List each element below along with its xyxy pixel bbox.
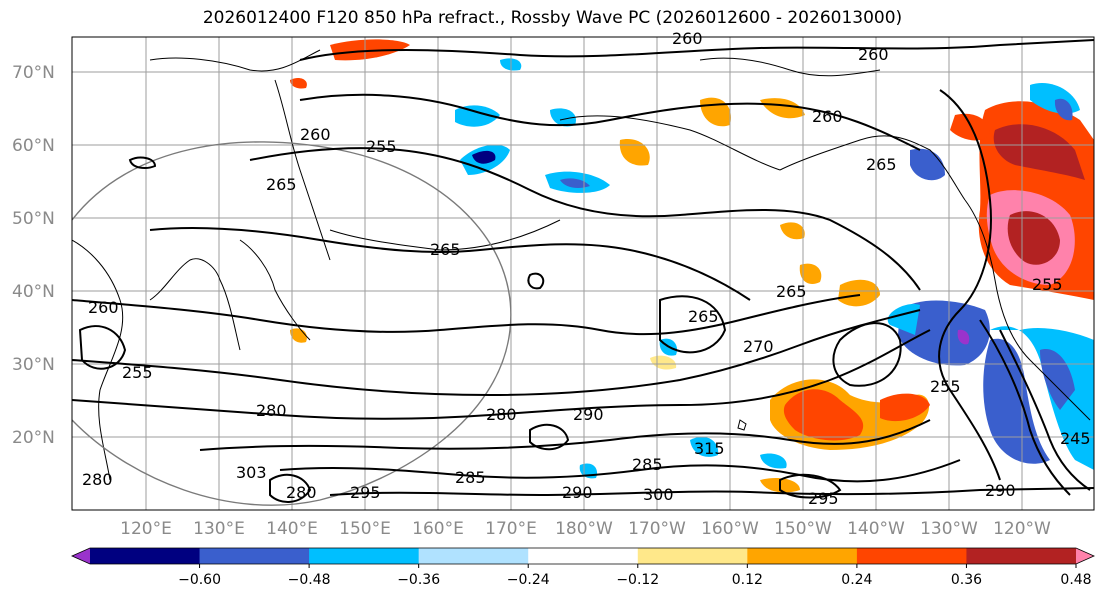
latitude-axis: 70°N 60°N 50°N 40°N 30°N 20°N (12, 63, 55, 448)
colorbar-bin (637, 548, 748, 564)
longitude-label: 150°E (339, 519, 391, 539)
contour-label: 280 (256, 401, 287, 420)
colorbar-bin (199, 548, 310, 564)
contour-label: 255 (1032, 275, 1063, 294)
contour-label: 280 (82, 470, 113, 489)
longitude-label: 140°W (847, 519, 905, 539)
colorbar-bin (418, 548, 529, 564)
contour-label: 290 (562, 483, 593, 502)
contour-label: 270 (743, 337, 774, 356)
contour-label: 285 (455, 468, 486, 487)
colorbar-tick-label: −0.48 (288, 572, 331, 588)
longitude-label: 170°W (628, 519, 686, 539)
colorbar-extend-high (1076, 548, 1094, 564)
longitude-label: 170°E (485, 519, 537, 539)
latitude-label: 50°N (12, 209, 55, 229)
latitude-label: 40°N (12, 282, 55, 302)
colorbar-bin (856, 548, 967, 564)
longitude-label: 180°W (555, 519, 613, 539)
longitude-label: 130°W (920, 519, 978, 539)
colorbar-bin (966, 548, 1077, 564)
great-circle (72, 141, 512, 506)
colorbar-tick-label: 0.12 (732, 572, 763, 588)
contour-label: 315 (694, 439, 725, 458)
contour-label: 265 (866, 155, 897, 174)
contour-label: 255 (930, 377, 961, 396)
colorbar-tick-label: −0.24 (507, 572, 550, 588)
longitude-label: 120°W (993, 519, 1051, 539)
contour-label: 303 (236, 463, 267, 482)
plot-frame (71, 36, 1095, 511)
longitude-label: 150°W (774, 519, 832, 539)
anomaly-shading (290, 39, 1094, 493)
contour-label: 265 (776, 282, 807, 301)
contour-label: 295 (808, 489, 839, 508)
colorbar-tick-label: −0.36 (397, 572, 440, 588)
plot-area (72, 37, 1094, 510)
colorbar-tick-label: 0.36 (951, 572, 982, 588)
colorbar-tick-label: 0.24 (841, 572, 872, 588)
refractivity-contours (72, 39, 1094, 503)
contour-label: 290 (985, 481, 1016, 500)
latitude-label: 60°N (12, 136, 55, 156)
contour-label: 260 (858, 45, 889, 64)
colorbar-bin (309, 548, 420, 564)
contour-label: 280 (286, 483, 317, 502)
map-title: 2026012400 F120 850 hPa refract., Rossby… (202, 8, 903, 28)
colorbar-bin (747, 548, 858, 564)
latitude-label: 20°N (12, 428, 55, 448)
contour-label: 290 (573, 405, 604, 424)
contour-label: 260 (300, 125, 331, 144)
longitude-label: 160°W (701, 519, 759, 539)
coastlines (72, 49, 1091, 481)
contour-label: 255 (366, 137, 397, 156)
colorbar-outline (71, 547, 1095, 565)
longitude-label: 130°E (193, 519, 245, 539)
colorbar-tick-label: −0.60 (178, 572, 221, 588)
contour-label: 265 (266, 175, 297, 194)
colorbar: −0.60 −0.48 −0.36 −0.24 −0.12 0.12 0.24 0.36 0.4… (71, 547, 1095, 588)
colorbar-tick-label: −0.12 (616, 572, 659, 588)
contour-label: 280 (486, 405, 517, 424)
longitude-label: 140°E (266, 519, 318, 539)
contour-labels: 260 260 260 255 260 265 265 265 265 270 … (82, 29, 1091, 508)
colorbar-bin (90, 548, 201, 564)
colorbar-tick-label: 0.48 (1060, 572, 1091, 588)
contour-label: 265 (430, 240, 461, 259)
contour-label: 260 (672, 29, 703, 48)
colorbar-extend-low (72, 548, 90, 564)
latitude-label: 70°N (12, 63, 55, 83)
colorbar-bin (528, 548, 639, 564)
longitude-label: 120°E (120, 519, 172, 539)
contour-label: 260 (88, 298, 119, 317)
contour-label: 260 (812, 107, 843, 126)
contour-label: 255 (122, 363, 153, 382)
contour-label: 285 (632, 455, 663, 474)
longitude-axis: 120°E 130°E 140°E 150°E 160°E 170°E 180°… (120, 519, 1051, 539)
longitude-label: 160°E (412, 519, 464, 539)
contour-label: 300 (643, 485, 674, 504)
latitude-label: 30°N (12, 355, 55, 375)
contour-label: 265 (688, 307, 719, 326)
contour-label: 245 (1060, 429, 1091, 448)
contour-label: 295 (350, 483, 381, 502)
